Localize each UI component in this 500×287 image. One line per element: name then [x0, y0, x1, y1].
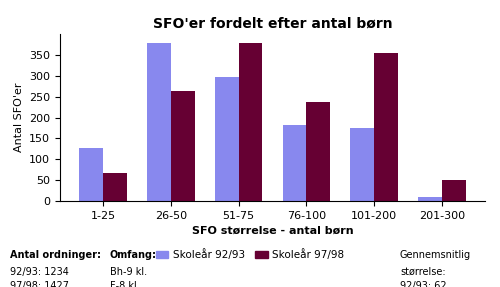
Bar: [215, 77, 238, 201]
Text: 92/93: 1234: 92/93: 1234: [10, 267, 69, 277]
Bar: [442, 180, 466, 201]
Bar: [418, 197, 442, 201]
Bar: [103, 172, 127, 201]
Text: Bh-9 kl.: Bh-9 kl.: [110, 267, 147, 277]
Text: Antal ordninger:: Antal ordninger:: [10, 250, 101, 260]
Text: Omfang:: Omfang:: [110, 250, 157, 260]
Bar: [282, 125, 306, 201]
Bar: [171, 91, 194, 201]
Text: 92/93: 62: 92/93: 62: [400, 281, 446, 287]
Bar: [80, 148, 103, 201]
Legend: Skoleår 92/93, Skoleår 97/98: Skoleår 92/93, Skoleår 97/98: [152, 245, 348, 265]
Y-axis label: Antal SFO'er: Antal SFO'er: [14, 83, 24, 152]
Text: størrelse:: størrelse:: [400, 267, 446, 277]
Bar: [374, 53, 398, 201]
Text: SFO størrelse - antal børn: SFO størrelse - antal børn: [192, 225, 354, 235]
Text: F-8 kl.: F-8 kl.: [110, 281, 140, 287]
Bar: [147, 43, 171, 201]
Bar: [306, 102, 330, 201]
Text: 97/98: 1427: 97/98: 1427: [10, 281, 69, 287]
Text: Gennemsnitlig: Gennemsnitlig: [400, 250, 471, 260]
Bar: [238, 43, 262, 201]
Bar: [350, 128, 374, 201]
Title: SFO'er fordelt efter antal børn: SFO'er fordelt efter antal børn: [152, 16, 392, 30]
